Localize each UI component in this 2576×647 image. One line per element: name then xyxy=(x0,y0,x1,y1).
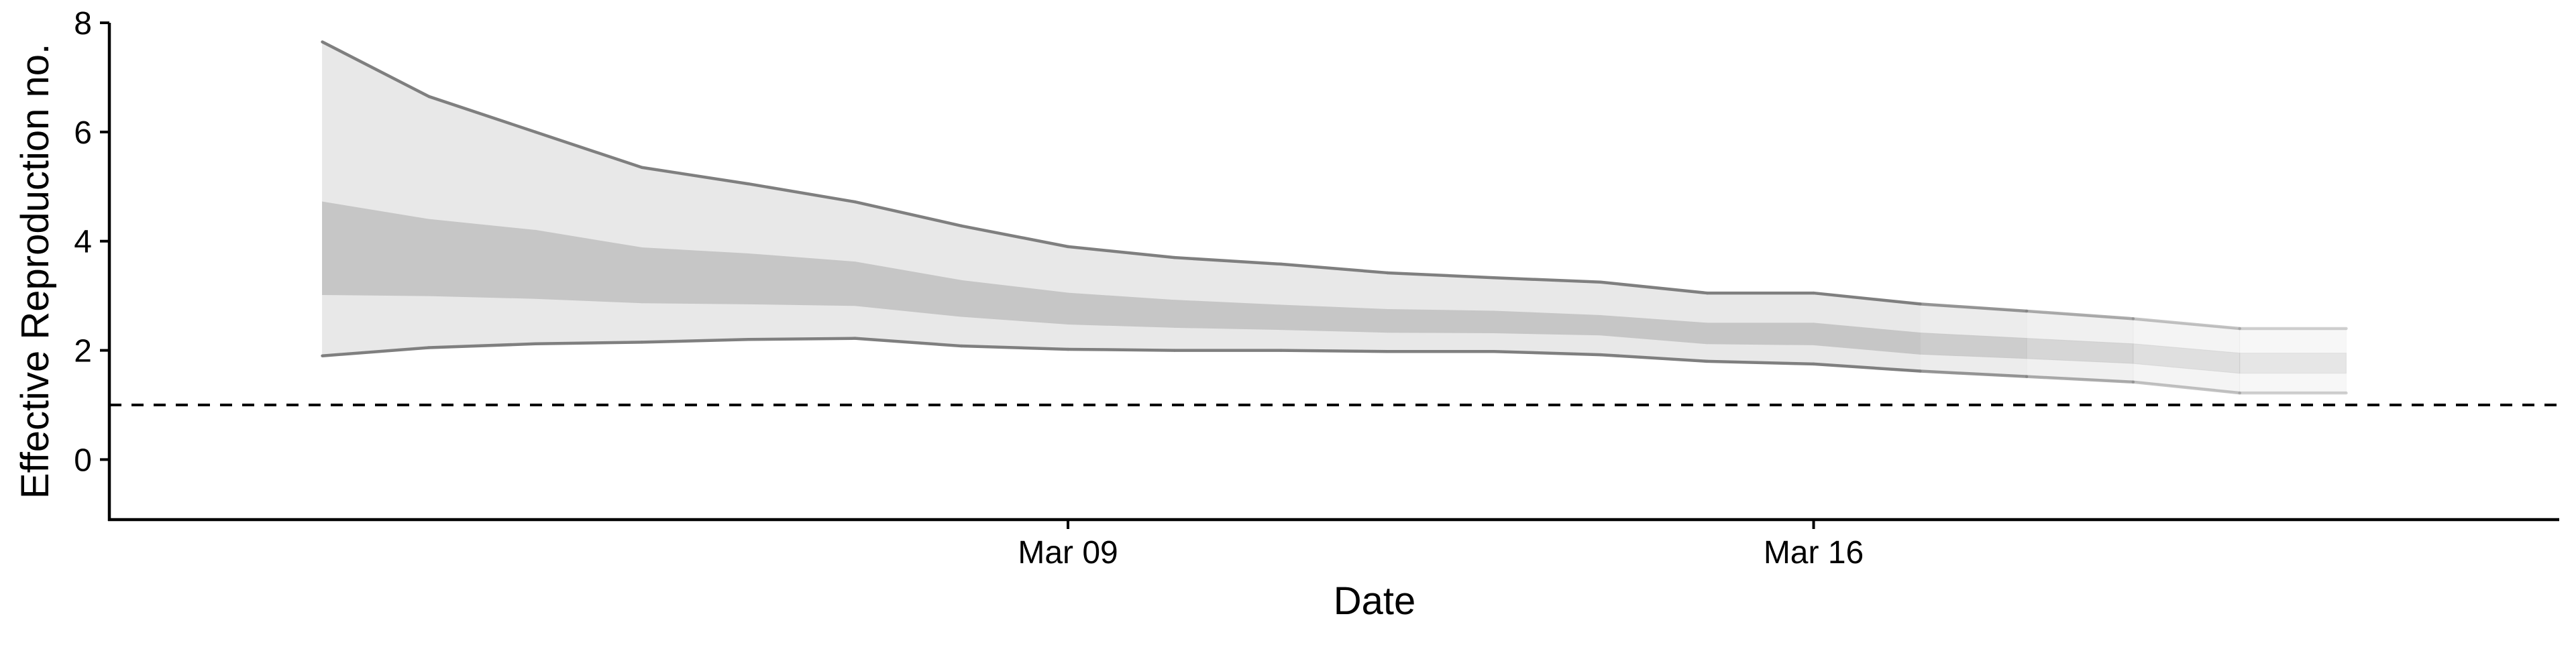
outer-lower-line-segment xyxy=(533,341,644,346)
outer-lower-line-segment xyxy=(1705,359,1815,366)
outer-upper-line-segment xyxy=(1812,291,1922,306)
outer-upper-line-segment xyxy=(640,166,750,186)
inner-band-segment xyxy=(1493,310,1601,336)
inner-band-segment xyxy=(1707,322,1815,345)
outer-upper-line-segment xyxy=(960,224,1070,249)
outer-upper-line-segment xyxy=(427,95,537,134)
inner-band-segment xyxy=(641,247,749,304)
y-tick-label: 0 xyxy=(74,443,92,478)
axis-ticks: 0 2 4 6 8 Mar 09 Mar 16 xyxy=(74,6,1864,571)
inner-band-segment xyxy=(1387,308,1495,334)
outer-upper-line-segment xyxy=(533,130,644,170)
x-tick-label: Mar 16 xyxy=(1764,535,1864,571)
outer-lower-line-segment xyxy=(2025,375,2135,384)
outer-lower-line-segment xyxy=(427,342,537,349)
outer-upper-line-segment xyxy=(1919,302,2029,313)
inner-band-segment xyxy=(2026,338,2134,364)
outer-upper-line-segment xyxy=(1066,245,1177,259)
outer-upper-line-segment xyxy=(2131,317,2241,331)
inner-band-segment xyxy=(1281,304,1388,333)
outer-lower-line-segment xyxy=(321,346,431,357)
band-outlines xyxy=(321,40,2348,395)
outer-upper-line-segment xyxy=(747,182,857,204)
x-tick-label: Mar 09 xyxy=(1018,535,1118,571)
y-tick-label: 6 xyxy=(74,115,92,151)
outer-lower-line-segment xyxy=(960,344,1070,351)
outer-lower-line-segment xyxy=(1812,362,1922,373)
outer-upper-line-segment xyxy=(2025,309,2135,320)
outer-upper-line-segment xyxy=(1492,276,1603,284)
outer-upper-line-segment xyxy=(1173,255,1283,266)
outer-lower-line-segment xyxy=(1599,353,1709,363)
outer-upper-line-segment xyxy=(853,200,963,228)
outer-lower-line-segment xyxy=(1919,369,2029,378)
inner-band-segment xyxy=(2133,343,2241,374)
outer-upper-line-segment xyxy=(1599,280,1709,295)
outer-lower-line-segment xyxy=(747,337,857,341)
outer-upper-line-segment xyxy=(321,40,431,99)
outer-band-segment xyxy=(2239,328,2347,394)
y-axis-title: Effective Reproduction no. xyxy=(13,44,57,499)
inner-band-segment xyxy=(1174,300,1282,331)
outer-lower-line-segment xyxy=(853,337,963,348)
y-tick-label: 2 xyxy=(74,334,92,369)
outer-upper-line-segment xyxy=(1386,271,1496,280)
inner-band-segment xyxy=(748,253,855,306)
outer-lower-line-segment xyxy=(1279,349,1389,353)
outer-upper-line-segment xyxy=(1279,262,1389,275)
outer-lower-line-segment xyxy=(640,338,750,344)
outer-lower-line-segment xyxy=(1066,347,1177,352)
y-tick-label: 4 xyxy=(74,225,92,260)
outer-lower-line-segment xyxy=(1492,349,1603,357)
inner-band-segment xyxy=(428,219,536,299)
x-axis-title: Date xyxy=(1334,579,1416,623)
uncertainty-bands xyxy=(322,41,2347,394)
inner-band-segment xyxy=(2239,353,2347,374)
y-tick-label: 8 xyxy=(74,6,92,42)
outer-lower-line-segment xyxy=(2131,380,2241,395)
